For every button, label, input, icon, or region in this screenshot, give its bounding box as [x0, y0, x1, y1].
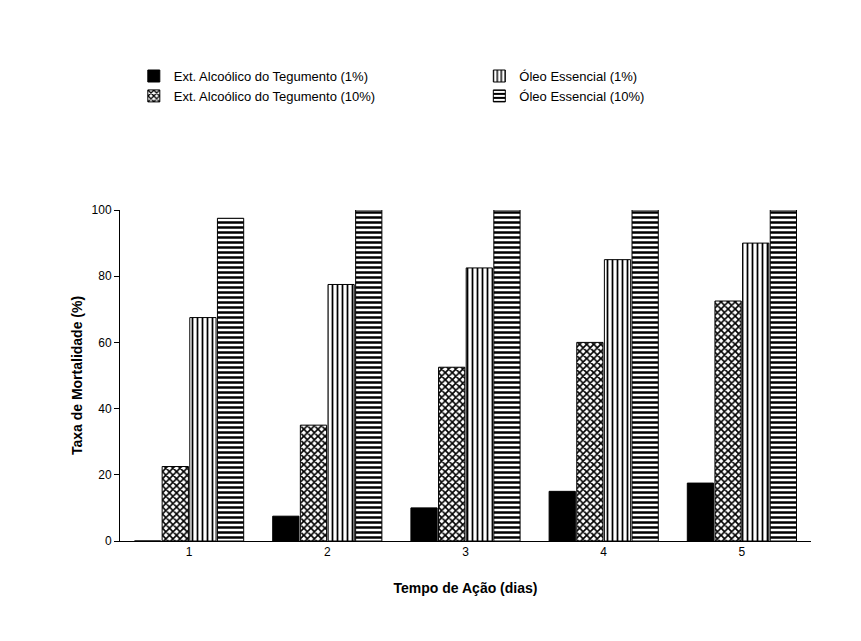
svg-text:40: 40	[98, 402, 112, 416]
svg-text:4: 4	[600, 545, 607, 559]
svg-text:100: 100	[92, 203, 112, 217]
svg-text:Tempo de Ação (dias): Tempo de Ação (dias)	[394, 580, 538, 596]
svg-text:Óleo Essencial (1%): Óleo Essencial (1%)	[519, 69, 637, 84]
svg-text:3: 3	[462, 545, 469, 559]
svg-text:Óleo Essencial (10%): Óleo Essencial (10%)	[519, 89, 644, 104]
svg-text:60: 60	[98, 336, 112, 350]
svg-text:Ext. Alcoólico do Tegumento (1: Ext. Alcoólico do Tegumento (10%)	[174, 89, 375, 104]
svg-text:20: 20	[98, 468, 112, 482]
svg-text:5: 5	[739, 545, 746, 559]
svg-text:80: 80	[98, 269, 112, 283]
svg-text:Taxa de Mortalidade (%): Taxa de Mortalidade (%)	[69, 296, 85, 455]
svg-text:1: 1	[186, 545, 193, 559]
svg-text:0: 0	[105, 534, 112, 548]
svg-text:2: 2	[324, 545, 331, 559]
svg-text:Ext. Alcoólico do Tegumento (1: Ext. Alcoólico do Tegumento (1%)	[174, 69, 368, 84]
